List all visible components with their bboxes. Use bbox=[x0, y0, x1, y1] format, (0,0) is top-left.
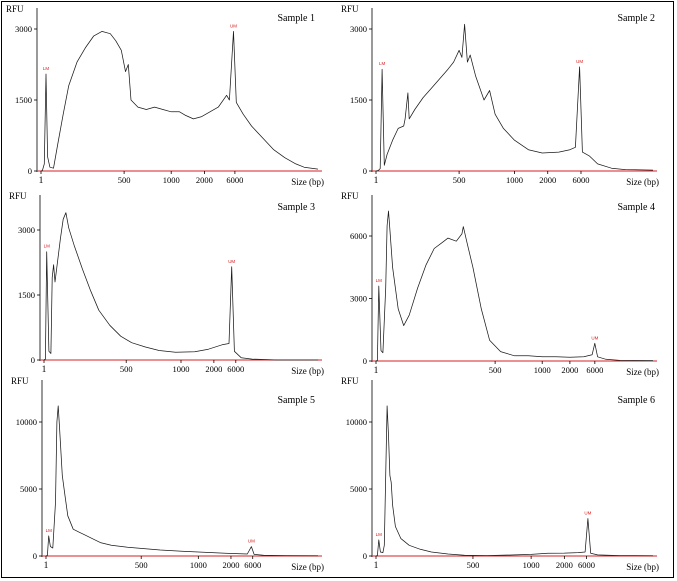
x-tick-label: 1 bbox=[374, 176, 379, 186]
x-tick-label: 500 bbox=[489, 365, 502, 375]
x-tick-label: 2000 bbox=[561, 365, 578, 375]
x-tick-label: 1000 bbox=[173, 364, 190, 374]
chart-title: Sample 6 bbox=[618, 395, 656, 406]
y-tick-label: 3000 bbox=[350, 24, 367, 34]
electropherogram-trace bbox=[375, 23, 654, 172]
chart-panel-4: RFU 0 3000 6000 1 500 1000 2000 6000 Size (bp) Sam… bbox=[341, 191, 659, 377]
x-tick-label: 6000 bbox=[578, 560, 595, 570]
x-tick-label: 500 bbox=[467, 560, 480, 570]
marker-label: LM bbox=[376, 532, 383, 537]
x-tick-label: 2000 bbox=[205, 364, 222, 374]
y-tick-label: 0 bbox=[363, 356, 367, 366]
x-tick-label: 1000 bbox=[506, 175, 523, 185]
electropherogram-trace bbox=[43, 212, 318, 361]
y-tick-label: 10000 bbox=[16, 417, 37, 427]
marker-label: LM bbox=[44, 244, 51, 249]
x-tick-label: 1 bbox=[44, 561, 49, 571]
x-tick-label: 1 bbox=[42, 365, 47, 375]
y-tick-label: 1500 bbox=[18, 290, 35, 300]
chart-title: Sample 5 bbox=[278, 395, 316, 406]
x-tick-label: 2000 bbox=[196, 175, 213, 185]
x-tick-label: 1000 bbox=[163, 175, 180, 185]
x-tick-label: 1000 bbox=[534, 365, 551, 375]
y-tick-label: 1500 bbox=[350, 95, 367, 105]
y-tick-label: 5000 bbox=[350, 484, 367, 494]
chart-title: Sample 3 bbox=[278, 202, 316, 213]
x-tick-label: 1000 bbox=[523, 560, 540, 570]
x-tick-label: 6000 bbox=[244, 560, 261, 570]
x-tick-label: 500 bbox=[120, 364, 133, 374]
x-tick-label: 500 bbox=[453, 175, 466, 185]
y-axis-label: RFU bbox=[341, 191, 359, 201]
chart-panel-6: RFU 0 5000 10000 1 500 1000 2000 6000 Size (bp) Sa… bbox=[341, 376, 659, 572]
marker-label: LM bbox=[376, 278, 383, 283]
x-tick-label: 1 bbox=[374, 561, 379, 571]
x-tick-label: 6000 bbox=[226, 175, 243, 185]
x-axis-label: Size (bp) bbox=[626, 177, 659, 187]
x-axis-label: Size (bp) bbox=[626, 367, 659, 377]
y-tick-label: 0 bbox=[363, 551, 367, 561]
electropherogram-trace bbox=[45, 405, 319, 557]
electropherogram-trace bbox=[375, 210, 654, 362]
x-axis-label: Size (bp) bbox=[291, 177, 324, 187]
y-axis-label: RFU bbox=[9, 191, 27, 201]
y-tick-label: 0 bbox=[28, 166, 32, 176]
x-tick-label: 6000 bbox=[227, 364, 244, 374]
y-axis-label: RFU bbox=[341, 376, 359, 386]
electropherogram-trace bbox=[40, 31, 319, 172]
x-tick-label: 1 bbox=[374, 366, 379, 376]
y-tick-label: 5000 bbox=[20, 484, 37, 494]
marker-label: UM bbox=[584, 510, 591, 515]
marker-label: UM bbox=[228, 259, 235, 264]
y-tick-label: 0 bbox=[33, 551, 37, 561]
electropherogram-trace bbox=[375, 405, 654, 557]
marker-label: UM bbox=[591, 335, 598, 340]
y-tick-label: 10000 bbox=[346, 417, 367, 427]
x-tick-label: 2000 bbox=[222, 560, 239, 570]
x-tick-label: 1 bbox=[39, 176, 44, 186]
x-axis-label: Size (bp) bbox=[291, 366, 324, 376]
y-axis-label: RFU bbox=[11, 376, 29, 386]
y-tick-label: 3000 bbox=[15, 24, 32, 34]
y-tick-label: 1500 bbox=[15, 95, 32, 105]
x-tick-label: 2000 bbox=[556, 560, 573, 570]
x-tick-label: 500 bbox=[118, 175, 131, 185]
marker-label: UM bbox=[576, 59, 583, 64]
y-axis-label: RFU bbox=[6, 4, 24, 14]
chart-title: Sample 4 bbox=[618, 202, 656, 213]
y-tick-label: 0 bbox=[31, 355, 35, 365]
marker-label: LM bbox=[46, 528, 53, 533]
y-tick-label: 6000 bbox=[350, 231, 367, 241]
x-tick-label: 1000 bbox=[190, 560, 207, 570]
chart-title: Sample 1 bbox=[278, 13, 316, 24]
chart-panel-5: RFU 0 5000 10000 1 500 1000 2000 6000 Size (bp) Sa… bbox=[11, 376, 324, 572]
x-tick-label: 500 bbox=[135, 560, 148, 570]
y-tick-label: 3000 bbox=[350, 294, 367, 304]
y-tick-label: 3000 bbox=[18, 225, 35, 235]
x-axis-label: Size (bp) bbox=[291, 562, 324, 572]
y-tick-label: 0 bbox=[363, 166, 367, 176]
marker-label: LM bbox=[379, 61, 386, 66]
x-tick-label: 6000 bbox=[586, 365, 603, 375]
x-tick-label: 2000 bbox=[539, 175, 556, 185]
x-tick-label: 6000 bbox=[572, 175, 589, 185]
marker-label: UM bbox=[230, 23, 237, 28]
marker-label: UM bbox=[248, 539, 255, 544]
x-axis-label: Size (bp) bbox=[626, 562, 659, 572]
chart-title: Sample 2 bbox=[618, 13, 656, 24]
marker-label: LM bbox=[43, 66, 50, 71]
y-axis-label: RFU bbox=[341, 4, 359, 14]
